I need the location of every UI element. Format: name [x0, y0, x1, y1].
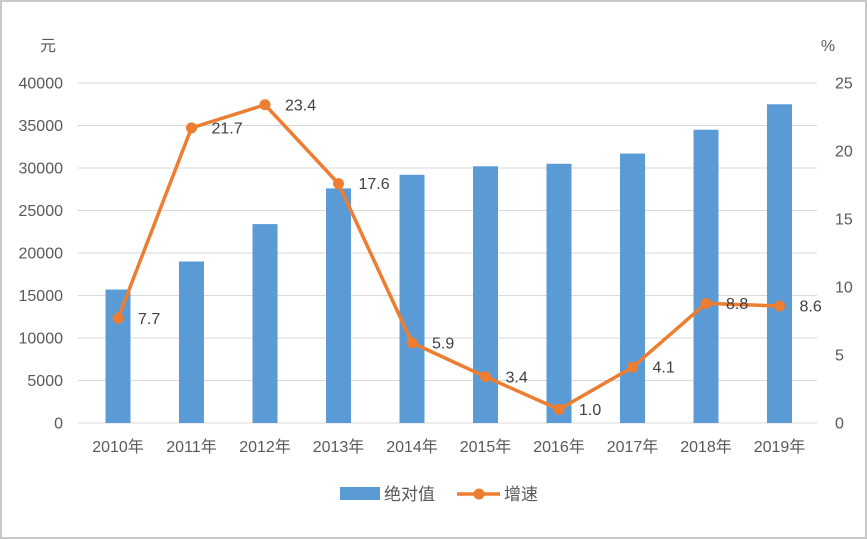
data-label-2012年: 23.4 [285, 97, 316, 114]
right-axis-tick-label: 5 [835, 348, 844, 365]
data-label-2011年: 21.7 [212, 120, 243, 137]
data-label-2013年: 17.6 [359, 176, 390, 193]
line-marker-2014年 [406, 337, 418, 349]
legend-bar-swatch [340, 487, 380, 500]
line-marker-2018年 [700, 297, 712, 309]
x-axis-label-2010年: 2010年 [92, 438, 144, 456]
line-marker-2011年 [186, 122, 197, 134]
bar-2018年 [693, 129, 719, 423]
growth-line [116, 103, 782, 412]
left-axis-tick-label: 25000 [19, 203, 64, 220]
left-axis-tick-label: 0 [54, 416, 63, 433]
x-axis-label-2017年: 2017年 [607, 438, 659, 456]
bar-2014年 [399, 174, 425, 423]
bar-2013年 [326, 188, 351, 423]
x-axis-label-2019年: 2019年 [754, 438, 806, 456]
data-label-2014年: 5.9 [432, 335, 454, 352]
bar-2017年 [620, 153, 645, 424]
right-axis-tick-label: 25 [835, 76, 853, 93]
line-marker-2012年 [259, 99, 271, 111]
bar-2011年 [179, 261, 204, 423]
right-axis-tick-label: 0 [835, 416, 844, 433]
x-axis-label-2012年: 2012年 [239, 438, 291, 456]
line-marker-2019年 [774, 300, 785, 312]
right-axis-tick-label: 15 [835, 212, 853, 229]
data-label-2010年: 7.7 [138, 311, 160, 328]
x-axis-label-2011年: 2011年 [166, 438, 216, 456]
right-axis-unit: % [821, 38, 835, 55]
data-label-2017年: 4.1 [653, 360, 675, 377]
line-marker-2015年 [480, 371, 491, 383]
legend-line-label: 增速 [504, 485, 538, 504]
left-axis-tick-label: 5000 [27, 373, 63, 390]
bar-2015年 [473, 166, 498, 424]
x-axis-label-2014年: 2014年 [386, 438, 438, 456]
line-marker-2016年 [553, 403, 565, 415]
x-axis-label-2016年: 2016年 [533, 438, 585, 456]
left-axis-tick-label: 15000 [19, 288, 64, 305]
data-label-2019年: 8.6 [800, 299, 822, 316]
line-marker-2010年 [112, 312, 124, 324]
bar-2019年 [767, 104, 792, 423]
x-axis-label-2015年: 2015年 [460, 438, 512, 456]
left-axis-tick-label: 35000 [19, 118, 64, 135]
legend-line-marker [473, 488, 485, 500]
bar-2012年 [252, 224, 278, 423]
x-axis-label-2013年: 2013年 [313, 438, 365, 456]
right-axis-tick-label: 20 [835, 144, 853, 161]
data-label-2018年: 8.8 [726, 296, 748, 313]
bar-2016年 [546, 163, 572, 423]
left-axis-tick-label: 40000 [19, 76, 64, 93]
legend-bar-label: 绝对值 [384, 485, 435, 504]
x-axis-label-2018年: 2018年 [680, 438, 732, 456]
left-axis-tick-label: 10000 [19, 331, 64, 348]
bar-2010年 [105, 289, 131, 423]
right-axis-tick-label: 10 [835, 280, 853, 297]
left-axis-unit: 元 [40, 38, 56, 55]
data-label-2016年: 1.0 [579, 402, 601, 419]
line-marker-2013年 [333, 178, 344, 190]
left-axis-tick-label: 30000 [19, 161, 64, 178]
left-axis-tick-label: 20000 [19, 246, 64, 263]
line-marker-2017年 [627, 361, 638, 373]
data-label-2015年: 3.4 [506, 369, 528, 386]
